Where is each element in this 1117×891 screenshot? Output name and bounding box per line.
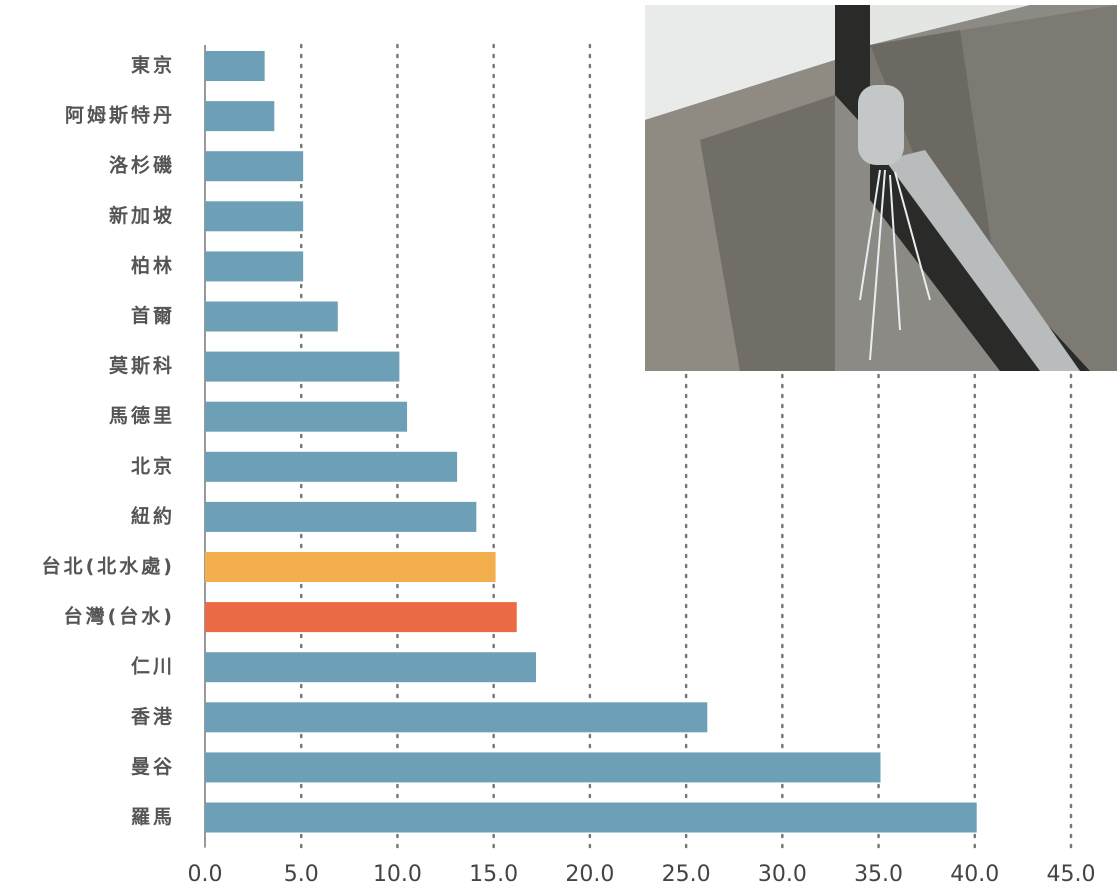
bar <box>205 702 708 733</box>
wet-stain <box>700 95 835 371</box>
pipe <box>885 150 1080 371</box>
y-tick-label: 羅馬 <box>131 806 175 828</box>
y-tick-label: 台北(北水處) <box>42 555 175 578</box>
water <box>859 169 931 361</box>
photo <box>645 5 1117 371</box>
y-tick-label: 台灣(台水) <box>64 605 175 628</box>
pipe-elbow <box>858 85 904 165</box>
x-tick-label: 15.0 <box>469 862 518 887</box>
y-tick-label: 北京 <box>131 454 175 477</box>
y-tick-label: 紐約 <box>131 504 175 527</box>
wall-white <box>645 5 835 120</box>
labels: 0.0 5.0 10.0 15.0 20.0 25.0 30.0 35.0 40.0 45.0 東京… <box>42 54 1096 888</box>
bar <box>205 451 458 482</box>
bar <box>205 51 265 81</box>
y-tick-label: 莫斯科 <box>109 354 175 377</box>
x-tick-label: 40.0 <box>950 862 999 887</box>
bar <box>205 602 517 633</box>
x-tick-label: 5.0 <box>284 862 319 887</box>
x-tick-label: 0.0 <box>188 862 223 887</box>
bars <box>205 51 977 833</box>
y-tick-label: 首爾 <box>131 304 175 327</box>
bar <box>205 101 275 132</box>
y-tick-label: 東京 <box>131 54 175 77</box>
y-tick-label: 新加坡 <box>109 204 175 227</box>
bar <box>205 201 304 232</box>
bar <box>205 802 977 833</box>
y-tick-label: 香港 <box>130 706 175 728</box>
bar <box>205 752 881 783</box>
gap <box>835 5 1090 371</box>
bar <box>205 251 304 282</box>
y-tick-label: 洛杉磯 <box>109 154 175 177</box>
bar <box>205 401 408 432</box>
bar <box>205 351 400 382</box>
x-tick-label: 30.0 <box>758 862 807 887</box>
bar <box>205 501 477 532</box>
bar <box>205 301 338 332</box>
bar <box>205 552 496 582</box>
y-tick-label: 馬德里 <box>109 404 175 427</box>
wall-white-right <box>870 5 1030 45</box>
y-tick-label: 曼谷 <box>131 756 175 778</box>
x-tick-label: 45.0 <box>1047 862 1096 887</box>
x-tick-label: 35.0 <box>854 862 903 887</box>
y-tick-label: 仁川 <box>131 655 175 678</box>
y-tick-label: 柏林 <box>131 254 175 277</box>
x-tick-label: 20.0 <box>565 862 614 887</box>
y-tick-label: 阿姆斯特丹 <box>65 104 175 127</box>
x-tick-label: 25.0 <box>662 862 711 887</box>
bar <box>205 652 537 683</box>
x-tick-label: 10.0 <box>373 862 422 887</box>
bar <box>205 151 304 182</box>
